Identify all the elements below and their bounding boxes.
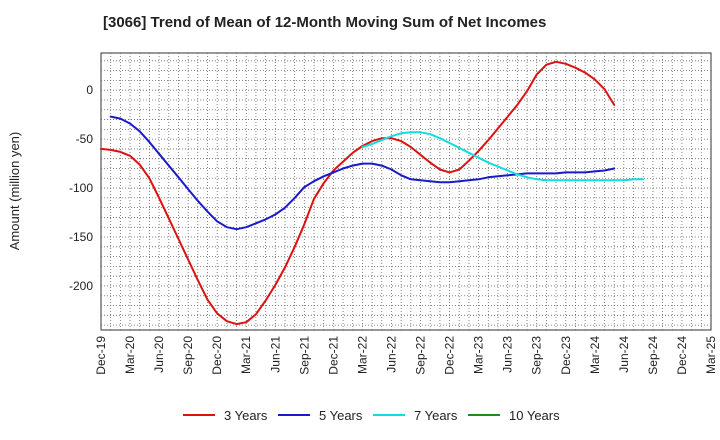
y-tick-label: -200 (69, 279, 93, 293)
x-axis-ticks: Dec-19 Mar-20 Jun-20 Sep-20 Dec-20 Mar-21 Jun-… (94, 336, 718, 375)
x-tick-label: Mar-25 (704, 336, 718, 374)
legend-label: 3 Years (224, 408, 268, 423)
x-tick-label: Dec-22 (443, 336, 457, 375)
x-tick-label: Sep-24 (646, 336, 660, 375)
x-tick-label: Sep-20 (181, 336, 195, 375)
x-tick-label: Mar-22 (355, 336, 369, 374)
y-axis-ticks: 0 -50 -100 -150 -200 (69, 83, 93, 293)
x-tick-label: Sep-22 (414, 336, 428, 375)
series-line-3-years (100, 60, 616, 326)
y-tick-label: -100 (69, 181, 93, 195)
y-tick-label: -50 (76, 132, 94, 146)
grid (101, 53, 711, 330)
series-line-7-years (361, 131, 645, 182)
x-tick-label: Dec-23 (559, 336, 573, 375)
y-tick-label: -150 (69, 230, 93, 244)
plot-area (100, 52, 712, 331)
legend-label: 5 Years (319, 408, 363, 423)
x-tick-label: Mar-24 (588, 336, 602, 374)
legend-label: 7 Years (414, 408, 458, 423)
x-tick-label: Jun-21 (268, 336, 282, 373)
legend: 3 Years 5 Years 7 Years 10 Years (183, 408, 560, 423)
y-tick-label: 0 (86, 83, 93, 97)
x-tick-label: Jun-20 (152, 336, 166, 373)
x-tick-label: Mar-21 (239, 336, 253, 374)
x-tick-label: Jun-24 (617, 336, 631, 373)
y-axis-label: Amount (million yen) (7, 132, 22, 251)
x-tick-label: Mar-23 (472, 336, 486, 374)
x-tick-label: Sep-23 (530, 336, 544, 375)
series-lines (100, 60, 645, 326)
x-tick-label: Jun-23 (501, 336, 515, 373)
x-tick-label: Dec-20 (210, 336, 224, 375)
x-tick-label: Sep-21 (297, 336, 311, 375)
x-tick-label: Dec-24 (675, 336, 689, 375)
x-tick-label: Mar-20 (123, 336, 137, 374)
chart-title: [3066] Trend of Mean of 12-Month Moving … (103, 14, 547, 31)
x-tick-label: Dec-19 (94, 336, 108, 375)
legend-label: 10 Years (509, 408, 560, 423)
x-tick-label: Dec-21 (326, 336, 340, 375)
series-line-5-years (109, 115, 616, 231)
x-tick-label: Jun-22 (384, 336, 398, 373)
